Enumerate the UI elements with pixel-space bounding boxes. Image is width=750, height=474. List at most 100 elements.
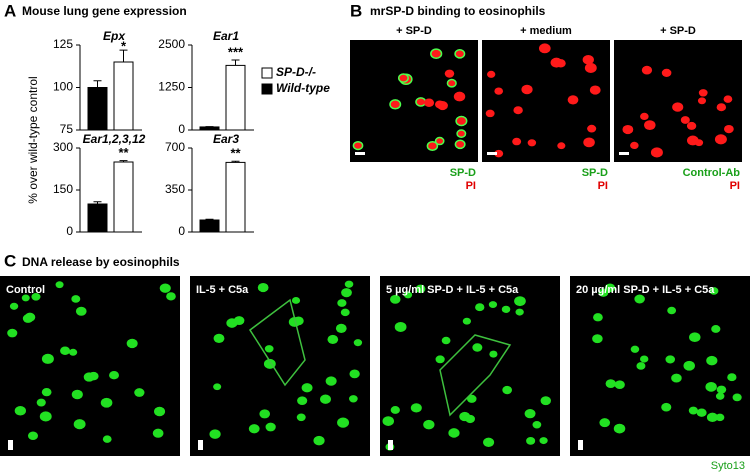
cell (454, 139, 466, 150)
y-tick-label: 100 (53, 80, 73, 94)
cell (453, 91, 466, 102)
stain-label: Control-Ab (683, 167, 741, 179)
stain-label: SP-D (582, 167, 608, 179)
scale-bar (388, 440, 393, 450)
cell (22, 314, 34, 323)
cell (68, 348, 78, 356)
cell (489, 350, 498, 358)
cell (650, 147, 663, 158)
cell (390, 294, 401, 304)
cell (102, 435, 112, 443)
stain-label: PI (730, 180, 740, 192)
cell (415, 284, 426, 294)
cell (166, 292, 176, 301)
cell (39, 411, 52, 422)
cell (527, 139, 537, 147)
error-bar (205, 218, 214, 220)
cell (634, 294, 645, 304)
bar (225, 64, 246, 131)
cell (259, 409, 271, 419)
cell (327, 334, 339, 344)
cell (344, 280, 354, 288)
cell (502, 385, 513, 395)
stain-label: PI (598, 180, 608, 192)
cell (705, 382, 717, 392)
scale-bar (8, 440, 13, 450)
y-tick-label: 700 (165, 140, 185, 154)
dna-net (248, 298, 306, 387)
scale-bar (355, 152, 365, 155)
cell (672, 102, 684, 112)
cell (21, 294, 30, 302)
cell (264, 345, 274, 353)
cell (515, 308, 524, 316)
cell (430, 48, 443, 60)
significance: *** (228, 44, 244, 59)
cell (589, 85, 601, 95)
cell (640, 112, 649, 121)
cell (394, 321, 407, 332)
cell (248, 424, 260, 434)
bar (199, 219, 220, 233)
cell (488, 301, 498, 309)
cell (521, 84, 533, 95)
cell (41, 353, 54, 364)
cell (599, 418, 611, 428)
cell (27, 431, 39, 441)
cell (337, 299, 347, 307)
cell (592, 334, 603, 344)
legend-label: SP-D-/- (276, 65, 316, 79)
panel-title: Mouse lung gene expression (22, 4, 187, 18)
legend-swatch (261, 67, 273, 79)
cell (680, 116, 690, 124)
bar (199, 126, 220, 131)
cell (604, 283, 616, 293)
cell (512, 137, 522, 146)
cell (71, 295, 81, 303)
cell (390, 406, 400, 414)
cell (466, 394, 477, 403)
significance: ** (118, 145, 129, 160)
cell (475, 303, 485, 312)
cell (341, 288, 352, 298)
cell (714, 134, 727, 145)
cell (688, 406, 698, 415)
cell (335, 323, 347, 333)
cell (83, 372, 95, 382)
bar (113, 61, 134, 131)
image-header: + SP-D (396, 25, 432, 37)
cell (73, 419, 86, 430)
cell (109, 370, 119, 380)
image-header: 5 µg/ml SP-D + IL-5 + C5a (386, 284, 519, 296)
bar (87, 203, 108, 233)
image-header: + SP-D (660, 25, 696, 37)
cell (36, 398, 46, 407)
scale-bar (619, 152, 629, 155)
cell (14, 405, 26, 416)
cell (455, 115, 468, 127)
cell (424, 98, 435, 107)
cell (349, 369, 360, 379)
cell (434, 136, 445, 146)
y-tick-label: 1250 (158, 80, 185, 94)
cell (31, 292, 41, 301)
y-tick-label: 0 (178, 122, 185, 136)
cell (501, 305, 511, 313)
image-header: IL-5 + C5a (196, 284, 249, 296)
scale-bar (198, 440, 203, 450)
error-bar (231, 59, 240, 66)
cell (598, 288, 609, 297)
legend-label: Wild-type (276, 81, 330, 95)
cell (706, 412, 718, 423)
scale-bar (578, 440, 583, 450)
cell (724, 124, 734, 134)
cell (100, 397, 113, 408)
scale-bar (487, 152, 497, 155)
cell (41, 388, 52, 397)
cell (539, 437, 548, 445)
cell (706, 355, 718, 366)
cell (472, 343, 483, 352)
legend-swatch (261, 83, 273, 95)
image-header: 20 µg/ml SP-D + IL-5 + C5a (576, 284, 715, 296)
